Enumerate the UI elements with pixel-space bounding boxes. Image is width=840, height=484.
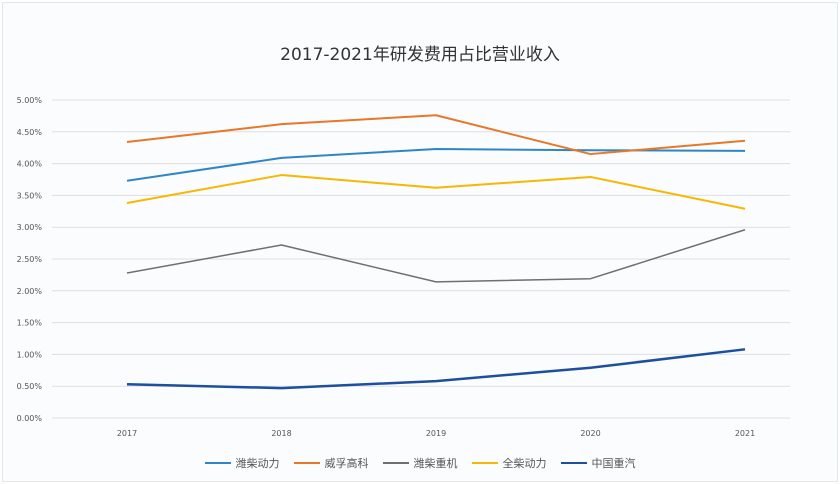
- x-tick-label: 2020: [580, 429, 600, 438]
- legend-label: 潍柴动力: [235, 457, 280, 470]
- legend: 潍柴动力 威孚高科 潍柴重机 全柴动力 中国重汽: [0, 455, 840, 471]
- legend-label: 中国重汽: [591, 457, 636, 470]
- series-line-1: [126, 147, 746, 182]
- series-line-3: [126, 229, 746, 283]
- y-tick-label: 2.50%: [17, 255, 43, 264]
- legend-label: 全柴动力: [502, 457, 547, 470]
- legend-swatch: [560, 462, 587, 464]
- legend-item: 潍柴动力: [204, 455, 280, 471]
- legend-swatch: [471, 462, 498, 464]
- y-tick-label: 3.50%: [17, 191, 43, 200]
- x-tick-label: 2021: [735, 429, 755, 438]
- y-tick-label: 2.00%: [17, 287, 43, 296]
- legend-label: 威孚高科: [324, 457, 369, 470]
- legend-item: 中国重汽: [560, 455, 636, 471]
- y-tick-label: 5.00%: [17, 96, 43, 105]
- legend-swatch: [382, 462, 409, 464]
- y-tick-label: 1.00%: [17, 350, 43, 359]
- chart-title: 2017-2021年研发费用占比营业收入: [280, 45, 560, 65]
- legend-item: 全柴动力: [471, 455, 547, 471]
- legend-item: 潍柴重机: [382, 455, 458, 471]
- y-tick-label: 3.00%: [17, 223, 43, 232]
- series-line-4: [126, 174, 746, 210]
- legend-item: 威孚高科: [293, 455, 369, 471]
- y-tick-label: 0.50%: [17, 382, 43, 391]
- legend-label: 潍柴重机: [413, 457, 458, 470]
- legend-swatch: [293, 462, 320, 464]
- series-line-5: [126, 348, 746, 390]
- y-tick-label: 0.00%: [17, 414, 43, 423]
- y-tick-label: 1.50%: [17, 319, 43, 328]
- x-tick-label: 2017: [117, 429, 137, 438]
- y-tick-label: 4.50%: [17, 128, 43, 137]
- x-tick-label: 2019: [426, 429, 446, 438]
- legend-swatch: [204, 462, 231, 464]
- y-tick-label: 4.00%: [17, 160, 43, 169]
- x-tick-label: 2018: [271, 429, 291, 438]
